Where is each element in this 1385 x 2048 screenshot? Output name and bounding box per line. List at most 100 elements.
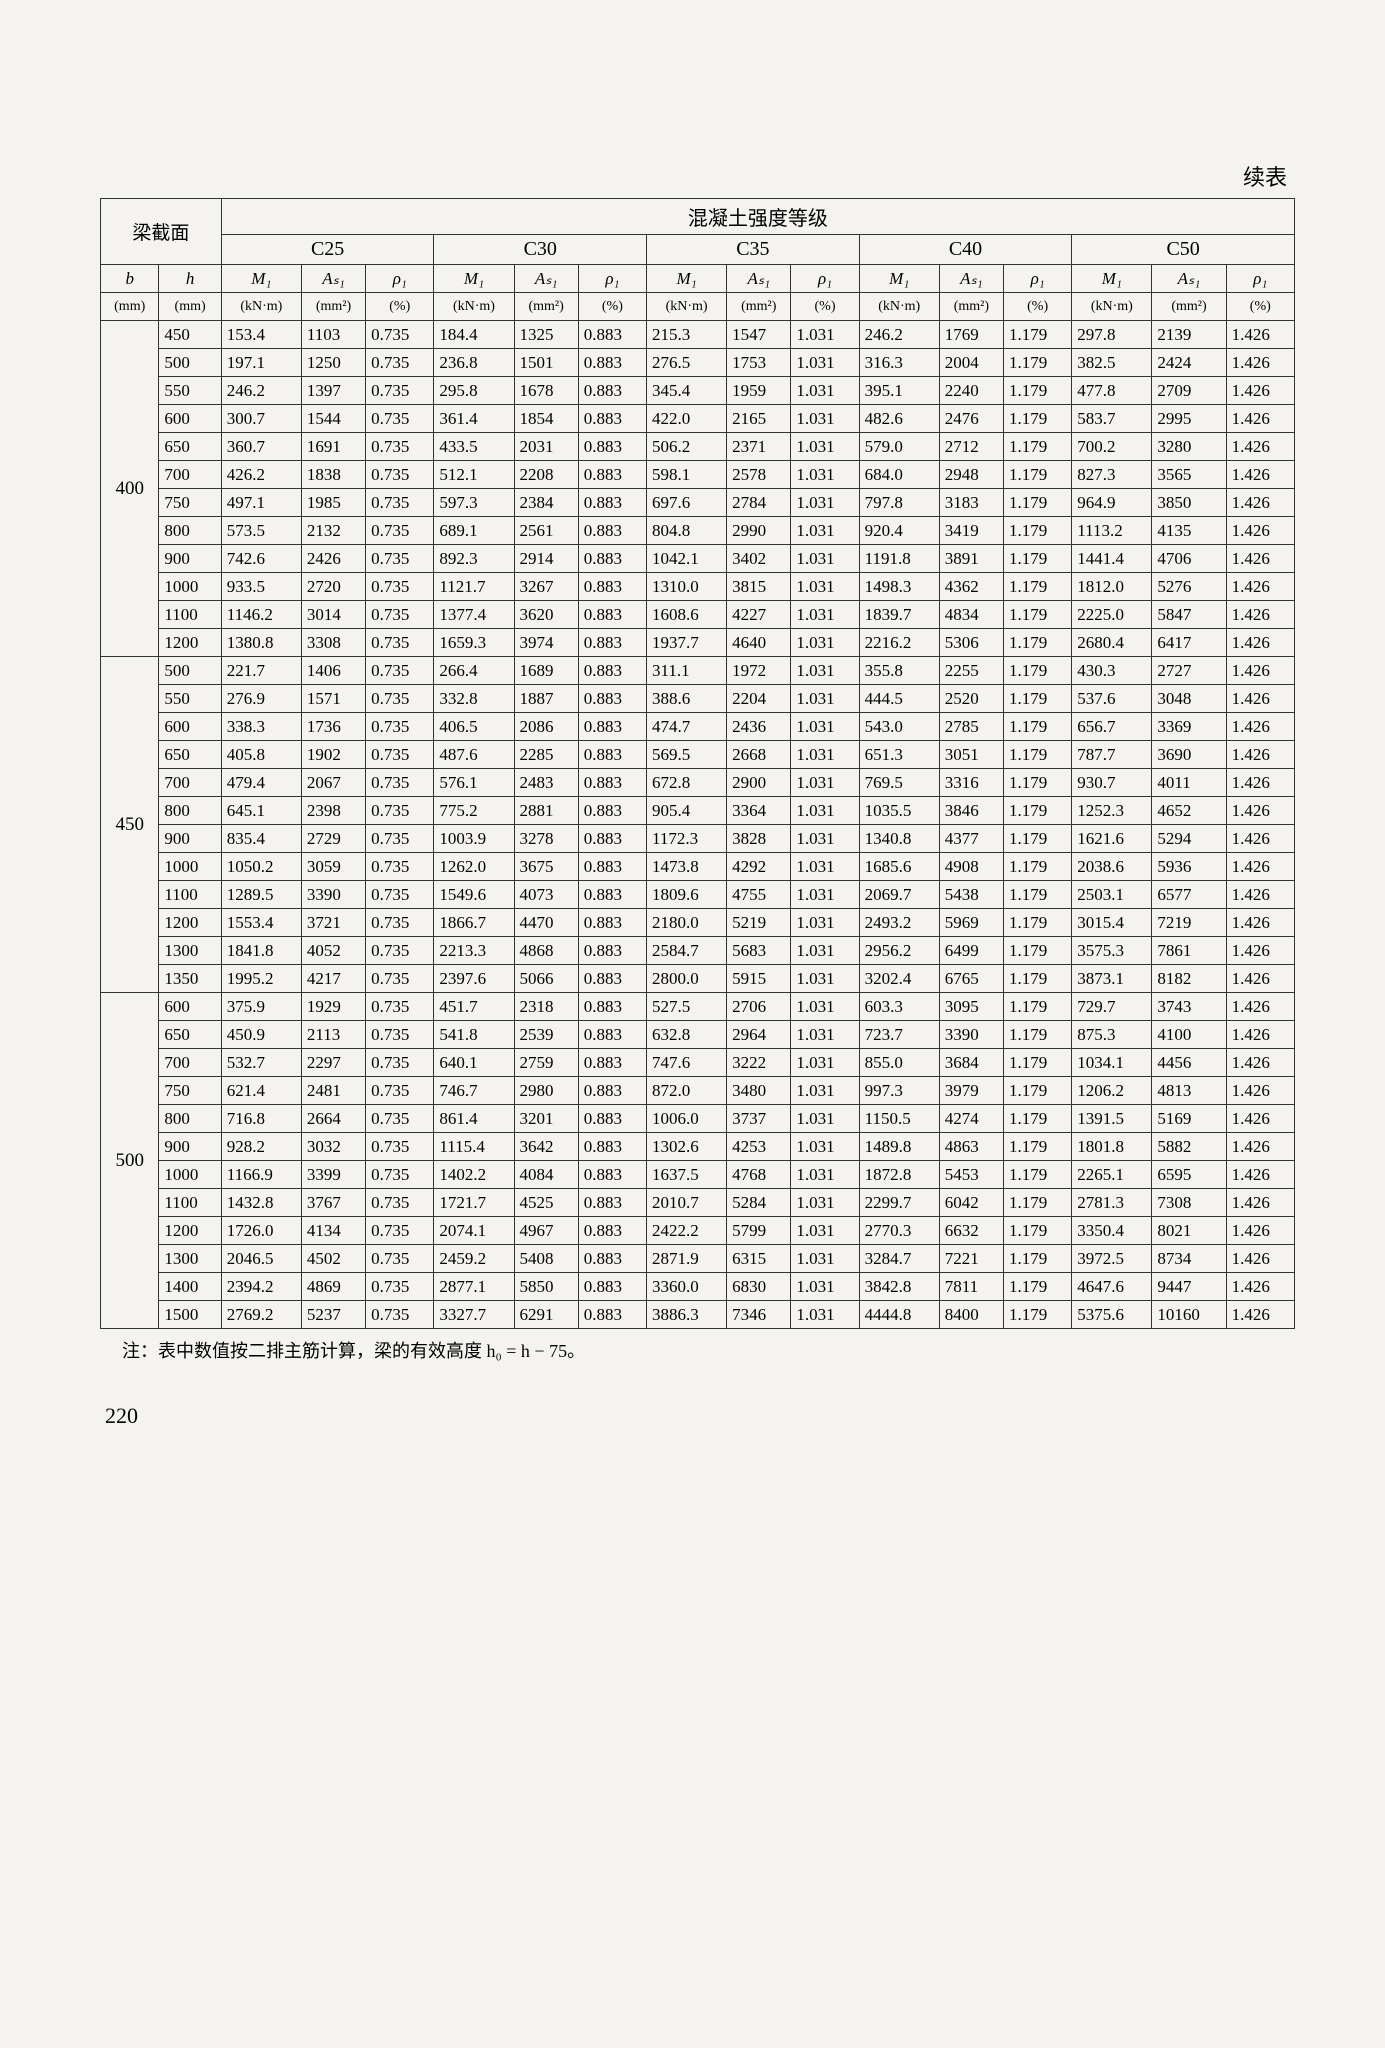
data-cell: 6042 bbox=[939, 1189, 1003, 1217]
data-cell: 532.7 bbox=[221, 1049, 301, 1077]
data-cell: 747.6 bbox=[647, 1049, 727, 1077]
h-value: 750 bbox=[159, 489, 221, 517]
data-cell: 1377.4 bbox=[434, 601, 514, 629]
data-cell: 3201 bbox=[514, 1105, 578, 1133]
table-row: 12001553.437210.7351866.744700.8832180.0… bbox=[101, 909, 1295, 937]
data-cell: 573.5 bbox=[221, 517, 301, 545]
data-cell: 0.735 bbox=[366, 1077, 434, 1105]
data-cell: 4640 bbox=[727, 629, 791, 657]
data-cell: 3267 bbox=[514, 573, 578, 601]
data-cell: 1.426 bbox=[1226, 629, 1294, 657]
data-cell: 4470 bbox=[514, 909, 578, 937]
data-cell: 2384 bbox=[514, 489, 578, 517]
data-cell: 8021 bbox=[1152, 1217, 1226, 1245]
data-cell: 311.1 bbox=[647, 657, 727, 685]
data-cell: 1.031 bbox=[791, 461, 859, 489]
data-cell: 3360.0 bbox=[647, 1273, 727, 1301]
data-cell: 4525 bbox=[514, 1189, 578, 1217]
data-cell: 1.426 bbox=[1226, 713, 1294, 741]
data-cell: 1050.2 bbox=[221, 853, 301, 881]
data-cell: 0.735 bbox=[366, 909, 434, 937]
data-cell: 775.2 bbox=[434, 797, 514, 825]
data-cell: 1402.2 bbox=[434, 1161, 514, 1189]
data-cell: 2706 bbox=[727, 993, 791, 1021]
data-cell: 1.426 bbox=[1226, 1245, 1294, 1273]
data-cell: 1.426 bbox=[1226, 349, 1294, 377]
data-cell: 1.179 bbox=[1004, 685, 1072, 713]
data-cell: 1003.9 bbox=[434, 825, 514, 853]
data-cell: 892.3 bbox=[434, 545, 514, 573]
data-cell: 0.735 bbox=[366, 713, 434, 741]
data-cell: 0.735 bbox=[366, 1301, 434, 1329]
data-cell: 543.0 bbox=[859, 713, 939, 741]
data-cell: 3284.7 bbox=[859, 1245, 939, 1273]
data-cell: 700.2 bbox=[1072, 433, 1152, 461]
table-row: 750497.119850.735597.323840.883697.62784… bbox=[101, 489, 1295, 517]
data-cell: 1166.9 bbox=[221, 1161, 301, 1189]
data-cell: 1.179 bbox=[1004, 349, 1072, 377]
data-cell: 4502 bbox=[301, 1245, 365, 1273]
grade-c50: C50 bbox=[1072, 235, 1295, 265]
unit-rho: (%) bbox=[1004, 293, 1072, 321]
data-cell: 1035.5 bbox=[859, 797, 939, 825]
h-value: 1100 bbox=[159, 601, 221, 629]
data-cell: 3974 bbox=[514, 629, 578, 657]
data-cell: 1.179 bbox=[1004, 1161, 1072, 1189]
h-value: 1400 bbox=[159, 1273, 221, 1301]
data-cell: 0.883 bbox=[578, 1161, 646, 1189]
data-cell: 0.735 bbox=[366, 1161, 434, 1189]
data-cell: 997.3 bbox=[859, 1077, 939, 1105]
data-cell: 184.4 bbox=[434, 321, 514, 349]
data-cell: 2871.9 bbox=[647, 1245, 727, 1273]
data-cell: 0.883 bbox=[578, 601, 646, 629]
data-cell: 1.031 bbox=[791, 405, 859, 433]
data-cell: 0.883 bbox=[578, 405, 646, 433]
h-value: 1300 bbox=[159, 937, 221, 965]
data-cell: 3828 bbox=[727, 825, 791, 853]
data-cell: 422.0 bbox=[647, 405, 727, 433]
data-cell: 0.735 bbox=[366, 657, 434, 685]
table-header: 梁截面 混凝土强度等级 C25 C30 C35 C40 C50 b h M₁ A… bbox=[101, 199, 1295, 321]
data-cell: 0.883 bbox=[578, 1021, 646, 1049]
data-cell: 479.4 bbox=[221, 769, 301, 797]
data-cell: 1250 bbox=[301, 349, 365, 377]
data-cell: 0.735 bbox=[366, 685, 434, 713]
data-cell: 689.1 bbox=[434, 517, 514, 545]
data-cell: 433.5 bbox=[434, 433, 514, 461]
unit-rho: (%) bbox=[1226, 293, 1294, 321]
data-cell: 300.7 bbox=[221, 405, 301, 433]
data-cell: 3222 bbox=[727, 1049, 791, 1077]
table-row: 500600375.919290.735451.723180.883527.52… bbox=[101, 993, 1295, 1021]
data-cell: 512.1 bbox=[434, 461, 514, 489]
unit-m: (kN·m) bbox=[859, 293, 939, 321]
grade-c30: C30 bbox=[434, 235, 647, 265]
data-cell: 6577 bbox=[1152, 881, 1226, 909]
unit-m: (kN·m) bbox=[221, 293, 301, 321]
data-cell: 603.3 bbox=[859, 993, 939, 1021]
data-cell: 3743 bbox=[1152, 993, 1226, 1021]
data-cell: 2046.5 bbox=[221, 1245, 301, 1273]
h-value: 700 bbox=[159, 461, 221, 489]
data-cell: 1.179 bbox=[1004, 909, 1072, 937]
data-cell: 0.735 bbox=[366, 629, 434, 657]
data-cell: 266.4 bbox=[434, 657, 514, 685]
h-value: 450 bbox=[159, 321, 221, 349]
data-cell: 1.426 bbox=[1226, 685, 1294, 713]
data-cell: 3278 bbox=[514, 825, 578, 853]
data-cell: 1.031 bbox=[791, 937, 859, 965]
data-cell: 0.883 bbox=[578, 321, 646, 349]
data-cell: 651.3 bbox=[859, 741, 939, 769]
unit-m: (kN·m) bbox=[647, 293, 727, 321]
data-cell: 1.179 bbox=[1004, 1049, 1072, 1077]
data-cell: 835.4 bbox=[221, 825, 301, 853]
data-cell: 5408 bbox=[514, 1245, 578, 1273]
data-cell: 0.735 bbox=[366, 1133, 434, 1161]
data-cell: 672.8 bbox=[647, 769, 727, 797]
data-cell: 246.2 bbox=[859, 321, 939, 349]
data-cell: 4755 bbox=[727, 881, 791, 909]
data-cell: 405.8 bbox=[221, 741, 301, 769]
data-cell: 541.8 bbox=[434, 1021, 514, 1049]
data-cell: 2980 bbox=[514, 1077, 578, 1105]
data-cell: 1659.3 bbox=[434, 629, 514, 657]
data-cell: 1.179 bbox=[1004, 1189, 1072, 1217]
